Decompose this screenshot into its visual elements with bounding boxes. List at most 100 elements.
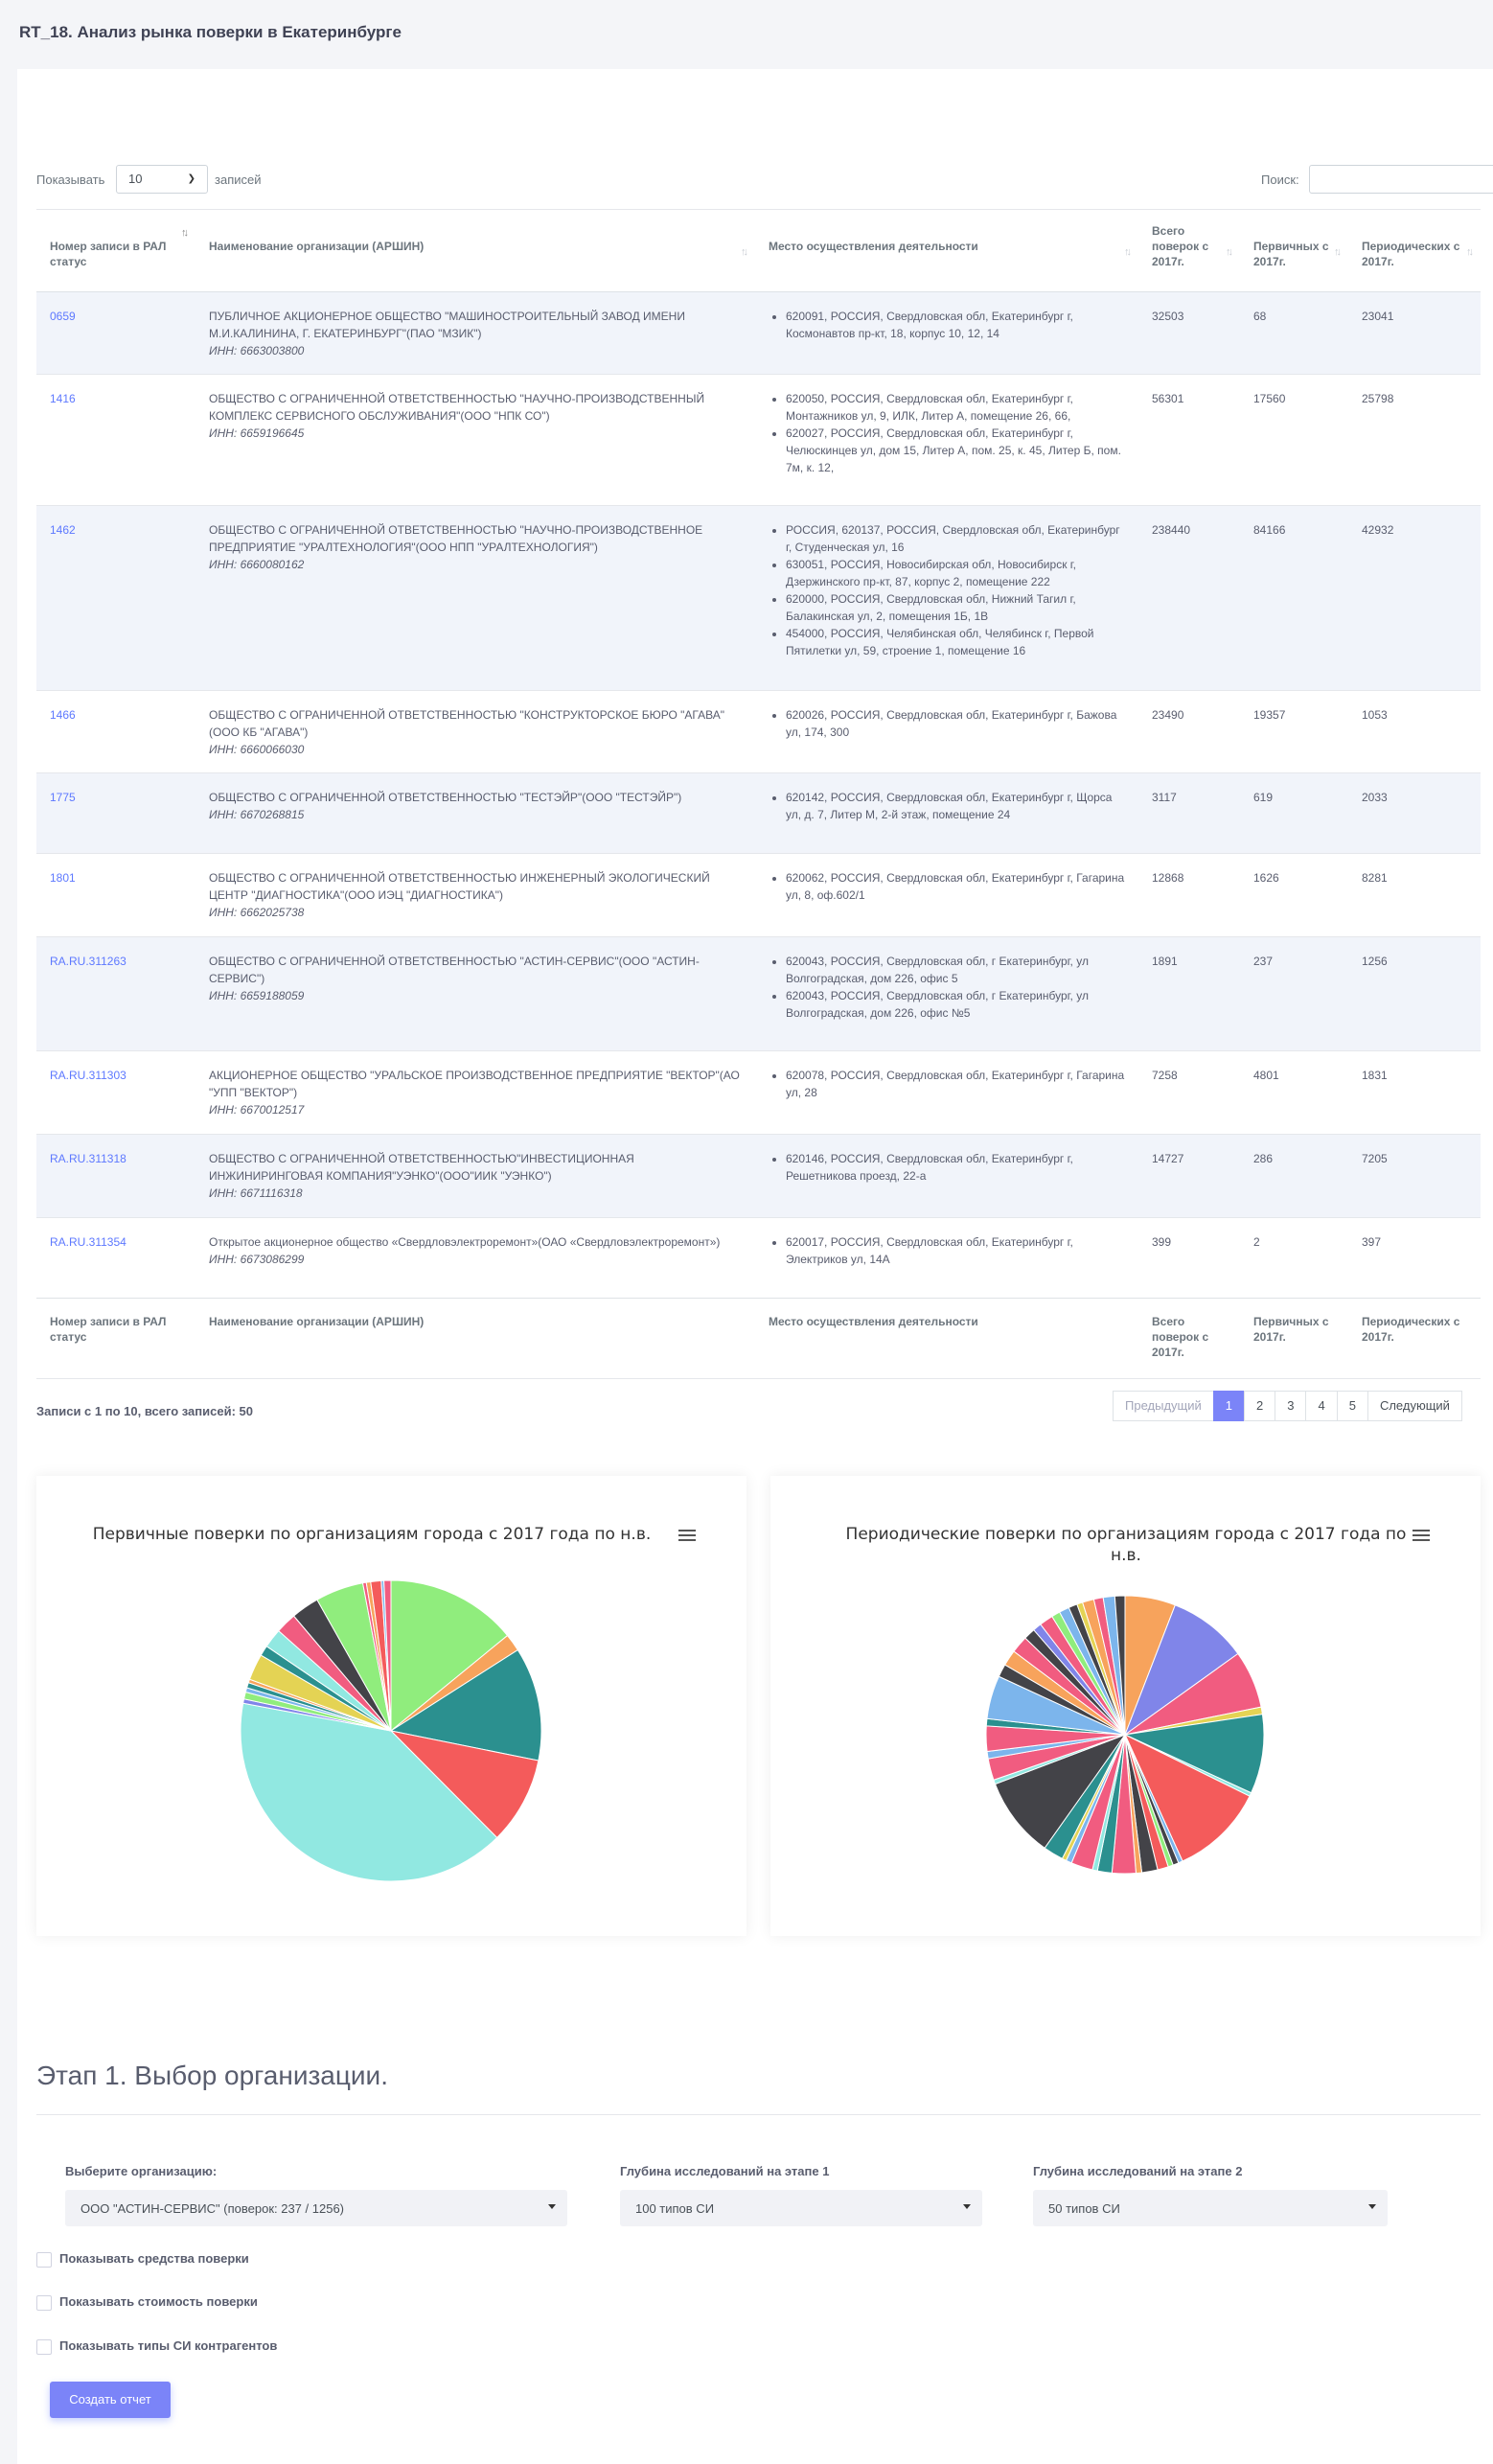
- divider: [36, 2114, 1481, 2115]
- page-length-suffix: записей: [215, 173, 262, 187]
- cell-total: 399: [1138, 1217, 1240, 1299]
- reg-link[interactable]: RA.RU.311263: [50, 955, 126, 968]
- cell-name: ОБЩЕСТВО С ОГРАНИЧЕННОЙ ОТВЕТСТВЕННОСТЬЮ…: [195, 936, 755, 1051]
- cell-reg: 1416: [36, 374, 195, 506]
- depth1-select-value: 100 типов СИ: [635, 2201, 715, 2216]
- pie-slice[interactable]: [994, 1733, 1127, 1849]
- org-select-value: ООО "АСТИН-СЕРВИС" (поверок: 237 / 1256): [80, 2201, 344, 2216]
- pagination-page-2[interactable]: 2: [1244, 1391, 1276, 1421]
- checkbox-show-cost[interactable]: Показывать стоимость поверки: [36, 2294, 258, 2311]
- col-reg-label: Номер записи в РАЛ статус: [50, 240, 167, 268]
- cell-reg: 1801: [36, 853, 195, 937]
- org-inn: ИНН: 6670268815: [209, 808, 305, 821]
- col-reg[interactable]: Номер записи в РАЛ статус ↑↓: [36, 209, 195, 292]
- pagination-page-1[interactable]: 1: [1212, 1391, 1245, 1421]
- checkbox-box[interactable]: [36, 2294, 52, 2311]
- menu-icon[interactable]: [1413, 1530, 1430, 1543]
- cell-primary: 17560: [1240, 374, 1348, 506]
- pagination-page-5[interactable]: 5: [1336, 1391, 1368, 1421]
- col-place[interactable]: Место осуществления деятельности ↑↓: [755, 209, 1138, 292]
- pie-slice[interactable]: [389, 1648, 542, 1762]
- address-item: 620078, РОССИЯ, Свердловская обл, Екатер…: [786, 1067, 1125, 1101]
- col-primary-label: Первичных с 2017г.: [1253, 240, 1329, 268]
- reg-link[interactable]: 1801: [50, 871, 76, 885]
- sort-icon: ↑↓: [1334, 246, 1342, 258]
- cell-place: РОССИЯ, 620137, РОССИЯ, Свердловская обл…: [755, 505, 1138, 691]
- address-item: 620017, РОССИЯ, Свердловская обл, Екатер…: [786, 1233, 1125, 1268]
- page-header: RT_18. Анализ рынка поверки в Екатеринбу…: [0, 0, 1493, 69]
- pie-slice[interactable]: [389, 1730, 540, 1839]
- page-length-label: Показывать: [36, 173, 105, 187]
- cell-primary: 68: [1240, 291, 1348, 375]
- reg-link[interactable]: RA.RU.311303: [50, 1069, 126, 1082]
- col-name[interactable]: Наименование организации (АРШИН) ↑↓: [195, 209, 755, 292]
- pagination-page-3[interactable]: 3: [1275, 1391, 1307, 1421]
- menu-icon[interactable]: [678, 1530, 696, 1543]
- pagination-prev[interactable]: Предыдущий: [1113, 1391, 1214, 1421]
- reg-link[interactable]: 1416: [50, 392, 76, 405]
- org-inn: ИНН: 6663003800: [209, 344, 305, 357]
- cell-name: ОБЩЕСТВО С ОГРАНИЧЕННОЙ ОТВЕТСТВЕННОСТЬЮ…: [195, 1134, 755, 1218]
- org-inn: ИНН: 6670012517: [209, 1103, 305, 1117]
- checkbox-box[interactable]: [36, 2338, 52, 2355]
- address-list: РОССИЯ, 620137, РОССИЯ, Свердловская обл…: [769, 521, 1125, 659]
- depth1-label: Глубина исследований на этапе 1: [620, 2164, 830, 2178]
- cell-total: 14727: [1138, 1134, 1240, 1218]
- col-primary[interactable]: Первичных с 2017г. ↑↓: [1240, 209, 1348, 292]
- reg-link[interactable]: 1466: [50, 708, 76, 722]
- checkbox-show-tools[interactable]: Показывать средства поверки: [36, 2251, 249, 2268]
- pie-slice[interactable]: [240, 1702, 498, 1882]
- search-input[interactable]: [1309, 165, 1493, 194]
- col-periodic[interactable]: Периодических с 2017г. ↑↓: [1348, 209, 1481, 292]
- org-select[interactable]: ООО "АСТИН-СЕРВИС" (поверок: 237 / 1256): [65, 2190, 567, 2226]
- search-label: Поиск:: [1261, 173, 1299, 187]
- pie-slice[interactable]: [1123, 1733, 1251, 1862]
- cell-primary: 237: [1240, 936, 1348, 1051]
- org-name: Открытое акционерное общество «Свердловэ…: [209, 1235, 721, 1249]
- foot-col-reg: Номер записи в РАЛ статус: [36, 1298, 195, 1379]
- create-report-button[interactable]: Создать отчет: [50, 2382, 171, 2418]
- foot-col-place: Место осуществления деятельности: [755, 1298, 1138, 1379]
- cell-place: 620050, РОССИЯ, Свердловская обл, Екатер…: [755, 374, 1138, 506]
- reg-link[interactable]: 0659: [50, 310, 76, 323]
- cell-name: ОБЩЕСТВО С ОГРАНИЧЕННОЙ ОТВЕТСТВЕННОСТЬЮ…: [195, 772, 755, 854]
- checkbox-show-types[interactable]: Показывать типы СИ контрагентов: [36, 2338, 277, 2355]
- pie-slice[interactable]: [1123, 1604, 1239, 1737]
- checkbox-show-types-label: Показывать типы СИ контрагентов: [59, 2338, 278, 2353]
- reg-link[interactable]: 1775: [50, 791, 76, 804]
- col-total[interactable]: Всего поверок с 2017г. ↑↓: [1138, 209, 1240, 292]
- table-row: 1801 ОБЩЕСТВО С ОГРАНИЧЕННОЙ ОТВЕТСТВЕННО…: [36, 853, 1481, 937]
- pie-slice[interactable]: [383, 1579, 392, 1732]
- cell-periodic: 7205: [1348, 1134, 1481, 1218]
- table-row: 0659 ПУБЛИЧНОЕ АКЦИОНЕРНОЕ ОБЩЕСТВО "МАШИ…: [36, 291, 1481, 375]
- reg-link[interactable]: RA.RU.311354: [50, 1235, 126, 1249]
- address-list: 620146, РОССИЯ, Свердловская обл, Екатер…: [769, 1150, 1125, 1185]
- cell-name: ПУБЛИЧНОЕ АКЦИОНЕРНОЕ ОБЩЕСТВО "МАШИНОСТ…: [195, 291, 755, 375]
- cell-periodic: 8281: [1348, 853, 1481, 937]
- pie-slice[interactable]: [1114, 1595, 1126, 1736]
- page-length-value: 10: [128, 172, 143, 186]
- pie-slice[interactable]: [1123, 1714, 1265, 1794]
- col-name-label: Наименование организации (АРШИН): [209, 240, 425, 253]
- page-length-select[interactable]: 10 ❯: [116, 165, 208, 194]
- table-controls: Показывать 10 ❯ записей Поиск:: [36, 165, 1493, 196]
- reg-link[interactable]: RA.RU.311318: [50, 1152, 126, 1165]
- cell-primary: 4801: [1240, 1050, 1348, 1135]
- org-name: ОБЩЕСТВО С ОГРАНИЧЕННОЙ ОТВЕТСТВЕННОСТЬЮ…: [209, 955, 700, 985]
- pie-slice[interactable]: [390, 1579, 509, 1733]
- pagination-page-4[interactable]: 4: [1305, 1391, 1338, 1421]
- reg-link[interactable]: 1462: [50, 523, 76, 537]
- pagination-next[interactable]: Следующий: [1367, 1391, 1462, 1421]
- org-inn: ИНН: 6659188059: [209, 989, 305, 1002]
- sort-icon: ↑↓: [741, 246, 748, 258]
- depth2-select[interactable]: 50 типов СИ: [1033, 2190, 1388, 2226]
- foot-col-name: Наименование организации (АРШИН): [195, 1298, 755, 1379]
- col-total-label: Всего поверок с 2017г.: [1152, 224, 1209, 268]
- cell-periodic: 42932: [1348, 505, 1481, 691]
- address-item: 620091, РОССИЯ, Свердловская обл, Екатер…: [786, 308, 1125, 342]
- depth1-select[interactable]: 100 типов СИ: [620, 2190, 982, 2226]
- org-inn: ИНН: 6673086299: [209, 1253, 305, 1266]
- address-list: 620050, РОССИЯ, Свердловская обл, Екатер…: [769, 390, 1125, 476]
- checkbox-box[interactable]: [36, 2251, 52, 2268]
- org-name: АКЦИОНЕРНОЕ ОБЩЕСТВО "УРАЛЬСКОЕ ПРОИЗВОД…: [209, 1069, 740, 1099]
